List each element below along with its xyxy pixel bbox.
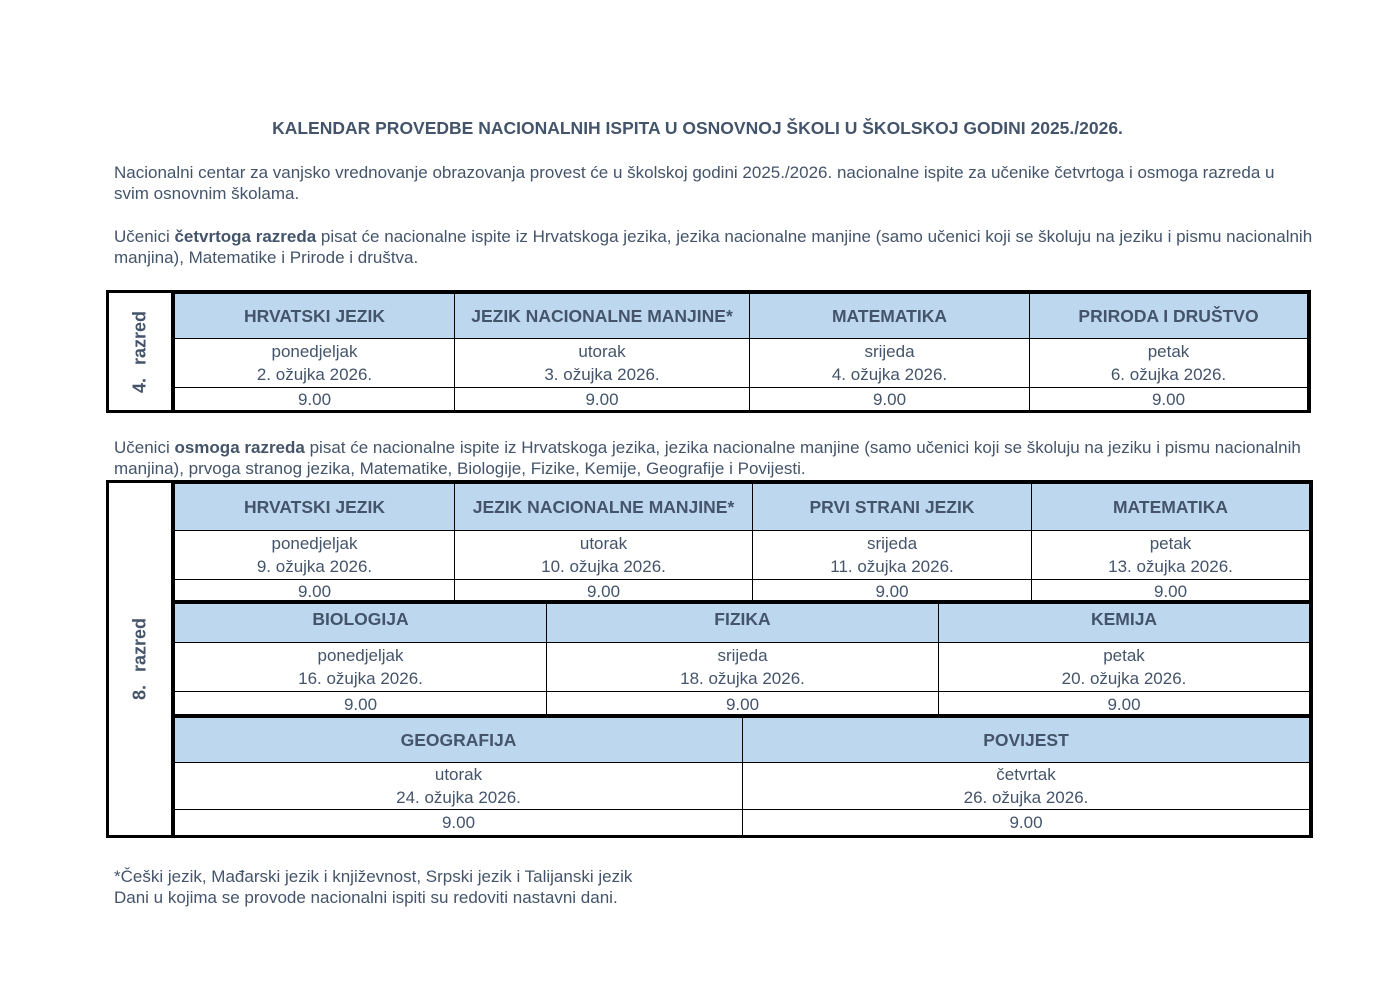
exam-date: 20. ožujka 2026.: [1061, 669, 1187, 688]
exam-date-cell: petak 13. ožujka 2026.: [1031, 530, 1310, 580]
date-row: utorak 24. ožujka 2026. četvrtak 26. ožujka…: [174, 762, 1310, 810]
exam-date: 10. ožujka 2026.: [541, 557, 666, 576]
subject-group: BIOLOGIJA FIZIKA KEMIJA ponedjeljak 16. ožuj…: [174, 600, 1310, 718]
exam-time: 9.00: [454, 579, 753, 604]
exam-date-cell: ponedjeljak 16. ožujka 2026.: [174, 642, 547, 692]
exam-day: petak: [1147, 342, 1190, 361]
subject-header: HRVATSKI JEZIK: [174, 293, 455, 339]
subject-header: GEOGRAFIJA: [174, 717, 743, 763]
subject-group: HRVATSKI JEZIK JEZIK NACIONALNE MANJINE* P…: [174, 483, 1310, 604]
exam-date: 4. ožujka 2026.: [831, 365, 948, 384]
footnote-languages: *Češki jezik, Mađarski jezik i književno…: [114, 867, 633, 886]
subject-group: GEOGRAFIJA POVIJEST utorak 24. ožujka 2026.…: [174, 714, 1310, 836]
grade-label: 4. razred: [129, 310, 150, 393]
subject-header: FIZIKA: [546, 603, 939, 643]
exam-date: 3. ožujka 2026.: [544, 365, 660, 384]
exam-date-cell: ponedjeljak 2. ožujka 2026.: [174, 338, 455, 388]
exam-date: 6. ožujka 2026.: [1110, 365, 1227, 384]
date-row: ponedjeljak 9. ožujka 2026. utorak 10. ožuj…: [174, 530, 1310, 580]
exam-time: 9.00: [174, 387, 455, 412]
exam-date: 16. ožujka 2026.: [298, 669, 423, 688]
header-row: GEOGRAFIJA POVIJEST: [174, 717, 1310, 763]
subject-header: BIOLOGIJA: [174, 603, 547, 643]
exam-time: 9.00: [938, 691, 1310, 718]
intro-paragraph: Nacionalni centar za vanjsko vrednovanje…: [114, 163, 1275, 203]
subject-header: JEZIK NACIONALNE MANJINE*: [454, 483, 753, 531]
subject-header: PRIRODA I DRUŠTVO: [1029, 293, 1308, 339]
exam-date-cell: srijeda 11. ožujka 2026.: [752, 530, 1032, 580]
subject-header: MATEMATIKA: [749, 293, 1030, 339]
grade-label: 8. razred: [129, 617, 150, 701]
exam-day: ponedjeljak: [271, 534, 358, 553]
exam-time: 9.00: [1031, 579, 1310, 604]
exam-day: srijeda: [864, 342, 915, 361]
page-title: KALENDAR PROVEDBE NACIONALNIH ISPITA U O…: [272, 118, 1123, 138]
exam-date-cell: utorak 10. ožujka 2026.: [454, 530, 753, 580]
footnote-school-days: Dani u kojima se provode nacionalni ispi…: [114, 888, 618, 907]
exam-day: srijeda: [717, 646, 768, 665]
header-row: BIOLOGIJA FIZIKA KEMIJA: [174, 603, 1310, 643]
exam-day: srijeda: [866, 534, 918, 553]
exam-date-cell: utorak 3. ožujka 2026.: [454, 338, 750, 388]
exam-day: utorak: [578, 342, 626, 361]
grade-label-cell: 4. razred: [109, 293, 174, 410]
exam-time: 9.00: [174, 579, 455, 604]
grade-label-cell: 8. razred: [109, 483, 174, 835]
grade4-schedule-table: 4. razred HRVATSKI JEZIK JEZIK NACIONALNE…: [106, 290, 1311, 413]
time-row: 9.00 9.00 9.00 9.00: [174, 387, 1308, 412]
subject-header: JEZIK NACIONALNE MANJINE*: [454, 293, 750, 339]
exam-date-cell: petak 6. ožujka 2026.: [1029, 338, 1308, 388]
time-row: 9.00 9.00: [174, 809, 1310, 836]
exam-date-cell: srijeda 18. ožujka 2026.: [546, 642, 939, 692]
exam-day: petak: [1149, 534, 1192, 553]
subject-header: PRVI STRANI JEZIK: [752, 483, 1032, 531]
exam-day: utorak: [579, 534, 628, 553]
date-row: ponedjeljak 2. ožujka 2026. utorak 3. ožujk…: [174, 338, 1308, 388]
exam-date: 18. ožujka 2026.: [680, 669, 805, 688]
exam-date: 26. ožujka 2026.: [963, 788, 1089, 807]
exam-day: petak: [1103, 646, 1145, 665]
subject-header: KEMIJA: [938, 603, 1310, 643]
exam-date-cell: četvrtak 26. ožujka 2026.: [742, 762, 1310, 810]
footnotes: *Češki jezik, Mađarski jezik i književno…: [114, 866, 632, 908]
exam-date-cell: srijeda 4. ožujka 2026.: [749, 338, 1030, 388]
subject-header: MATEMATIKA: [1031, 483, 1310, 531]
exam-time: 9.00: [454, 387, 750, 412]
exam-date: 9. ožujka 2026.: [256, 557, 373, 576]
exam-date-cell: petak 20. ožujka 2026.: [938, 642, 1310, 692]
exam-date: 13. ožujka 2026.: [1108, 557, 1233, 576]
exam-day: ponedjeljak: [271, 342, 358, 361]
exam-date-cell: ponedjeljak 9. ožujka 2026.: [174, 530, 455, 580]
exam-date-cell: utorak 24. ožujka 2026.: [174, 762, 743, 810]
header-row: HRVATSKI JEZIK JEZIK NACIONALNE MANJINE* M…: [174, 293, 1308, 339]
date-row: ponedjeljak 16. ožujka 2026. srijeda 18. ož…: [174, 642, 1310, 692]
subject-header: HRVATSKI JEZIK: [174, 483, 455, 531]
exam-date: 2. ožujka 2026.: [256, 365, 373, 384]
grade8-paragraph: Učenici osmoga razreda pisat će nacional…: [114, 438, 1301, 478]
exam-day: utorak: [434, 765, 483, 784]
subject-header: POVIJEST: [742, 717, 1310, 763]
subject-group: HRVATSKI JEZIK JEZIK NACIONALNE MANJINE* M…: [174, 293, 1308, 412]
exam-time: 9.00: [742, 809, 1310, 836]
exam-time: 9.00: [749, 387, 1030, 412]
time-row: 9.00 9.00 9.00 9.00: [174, 579, 1310, 604]
exam-day: ponedjeljak: [317, 646, 404, 665]
exam-time: 9.00: [1029, 387, 1308, 412]
exam-date: 24. ožujka 2026.: [396, 788, 521, 807]
time-row: 9.00 9.00 9.00: [174, 691, 1310, 718]
exam-day: četvrtak: [996, 765, 1056, 784]
exam-date: 11. ožujka 2026.: [830, 557, 954, 576]
exam-time: 9.00: [174, 809, 743, 836]
header-row: HRVATSKI JEZIK JEZIK NACIONALNE MANJINE* P…: [174, 483, 1310, 531]
grade8-schedule-table: 8. razred HRVATSKI JEZIK JEZIK NACIONALNE…: [106, 480, 1313, 838]
grade4-paragraph: Učenici četvrtoga razreda pisat će nacio…: [114, 227, 1313, 267]
